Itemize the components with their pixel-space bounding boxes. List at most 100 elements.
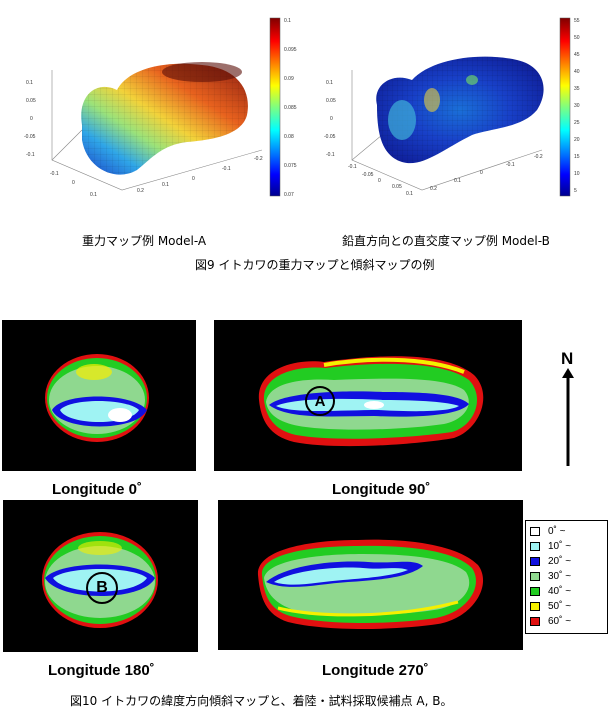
svg-text:-0.1: -0.1	[326, 152, 335, 158]
gravity-asteroid-shape	[81, 62, 248, 175]
label-longitude-270: Longitude 270˚	[322, 662, 429, 679]
slope-y-ticks: -0.1 -0.05 0 0.05 0.1	[348, 164, 413, 197]
gravity-z-ticks: 0.1 0.05 0 -0.05 -0.1	[24, 80, 36, 158]
slope-x-ticks: -0.2 -0.1 0 0.1 0.2	[430, 154, 543, 192]
svg-text:-0.05: -0.05	[24, 134, 36, 140]
slope-z-ticks: 0.1 0.05 0 -0.05 -0.1	[324, 80, 336, 158]
svg-text:0.1: 0.1	[326, 80, 333, 86]
svg-text:0.1: 0.1	[90, 192, 97, 198]
svg-text:0.1: 0.1	[26, 80, 33, 86]
svg-text:0: 0	[330, 116, 333, 122]
slope-map-plot: 0.1 0.05 0 -0.05 -0.1 -0.2 -0.1 0 0.1 0.…	[324, 17, 580, 197]
svg-text:-0.05: -0.05	[362, 172, 374, 178]
svg-text:0.1: 0.1	[454, 178, 461, 184]
svg-text:0.09: 0.09	[284, 76, 294, 82]
svg-text:0.2: 0.2	[430, 186, 437, 192]
svg-text:0.1: 0.1	[284, 18, 291, 24]
svg-text:0.08: 0.08	[284, 134, 294, 140]
svg-text:-0.1: -0.1	[348, 164, 357, 170]
svg-text:0.07: 0.07	[284, 192, 294, 198]
legend-swatch	[530, 601, 540, 611]
svg-text:-0.1: -0.1	[50, 171, 59, 177]
svg-text:0: 0	[192, 176, 195, 182]
svg-text:0: 0	[480, 170, 483, 176]
svg-text:0.2: 0.2	[137, 188, 144, 194]
label-longitude-180: Longitude 180˚	[48, 662, 155, 679]
legend-label: 40˚ ~	[548, 585, 572, 597]
slope-asteroid-shape	[376, 56, 544, 164]
legend-swatch	[530, 616, 540, 626]
landing-candidate-a-marker: A	[305, 386, 335, 416]
panel-longitude-270	[218, 500, 523, 650]
svg-text:40: 40	[574, 69, 580, 75]
gravity-colorbar: 0.1 0.095 0.09 0.085 0.08 0.075 0.07	[269, 17, 297, 198]
svg-text:10: 10	[574, 171, 580, 177]
asteroid-view-lon0	[45, 354, 149, 442]
legend-swatch	[530, 541, 540, 551]
gravity-x-ticks: -0.2 -0.1 0 0.1 0.2	[137, 156, 263, 194]
legend-item: 40˚ ~	[530, 585, 571, 597]
legend-label: 10˚ ~	[548, 540, 572, 552]
svg-text:25: 25	[574, 120, 580, 126]
legend-label: 30˚ ~	[548, 570, 572, 582]
svg-text:0.1: 0.1	[162, 182, 169, 188]
panel-longitude-90	[214, 320, 522, 471]
svg-text:-0.1: -0.1	[222, 166, 231, 172]
legend-item: 10˚ ~	[530, 540, 571, 552]
legend-label: 60˚ ~	[548, 615, 572, 627]
svg-text:0.05: 0.05	[26, 98, 36, 104]
legend-label: 20˚ ~	[548, 555, 572, 567]
svg-text:0.075: 0.075	[284, 163, 297, 169]
gravity-map-caption: 重力マップ例 Model-A	[82, 234, 207, 248]
svg-text:-0.1: -0.1	[506, 162, 515, 168]
svg-text:0.1: 0.1	[406, 191, 413, 197]
legend-item: 60˚ ~	[530, 615, 571, 627]
slope-colorbar: 55 50 45 40 35 30 25 20 15 10 5	[559, 17, 580, 197]
svg-text:5: 5	[574, 188, 577, 194]
svg-text:45: 45	[574, 52, 580, 58]
panel-longitude-0	[2, 320, 196, 471]
legend-swatch	[530, 526, 540, 536]
label-longitude-0: Longitude 0˚	[52, 481, 142, 498]
slope-legend: 0˚ ~ 10˚ ~ 20˚ ~ 30˚ ~ 40˚ ~ 50˚ ~ 60˚ ~	[525, 520, 608, 634]
figure10-caption: 図10 イトカワの緯度方向傾斜マップと、着陸・試料採取候補点 A, B。	[70, 694, 453, 708]
landing-candidate-b-marker: B	[86, 572, 118, 604]
svg-text:0: 0	[30, 116, 33, 122]
landing-candidate-a-label: A	[314, 392, 326, 410]
legend-swatch	[530, 571, 540, 581]
svg-text:-0.2: -0.2	[534, 154, 543, 160]
north-arrow-icon	[562, 368, 574, 466]
legend-item: 20˚ ~	[530, 555, 571, 567]
svg-text:0: 0	[378, 178, 381, 184]
svg-text:50: 50	[574, 35, 580, 41]
asteroid-view-lon90	[258, 356, 484, 447]
legend-label: 50˚ ~	[548, 600, 572, 612]
legend-swatch	[530, 556, 540, 566]
legend-item: 30˚ ~	[530, 570, 571, 582]
svg-text:-0.1: -0.1	[26, 152, 35, 158]
svg-text:0: 0	[72, 180, 75, 186]
landing-candidate-b-label: B	[96, 579, 108, 596]
svg-text:55: 55	[574, 18, 580, 24]
svg-text:20: 20	[574, 137, 580, 143]
svg-text:0.05: 0.05	[326, 98, 336, 104]
svg-text:30: 30	[574, 103, 580, 109]
svg-text:-0.2: -0.2	[254, 156, 263, 162]
slope-map-caption: 鉛直方向との直交度マップ例 Model-B	[342, 234, 550, 248]
svg-text:0.05: 0.05	[392, 184, 402, 190]
gravity-map-plot: 0.1 0.05 0 -0.05 -0.1 -0.2 -0.1 0 0.1 0.…	[24, 17, 297, 198]
svg-text:0.085: 0.085	[284, 105, 297, 111]
svg-text:0.095: 0.095	[284, 47, 297, 53]
legend-swatch	[530, 586, 540, 596]
svg-text:35: 35	[574, 86, 580, 92]
legend-label: 0˚ ~	[548, 525, 566, 537]
north-label: N	[561, 349, 574, 368]
label-longitude-90: Longitude 90˚	[332, 481, 431, 498]
legend-item: 0˚ ~	[530, 525, 566, 537]
gravity-y-ticks: -0.1 0 0.1	[50, 171, 97, 198]
figure9-caption: 図9 イトカワの重力マップと傾斜マップの例	[195, 258, 435, 272]
legend-item: 50˚ ~	[530, 600, 571, 612]
svg-text:15: 15	[574, 154, 580, 160]
svg-text:-0.05: -0.05	[324, 134, 336, 140]
asteroid-view-lon270	[257, 539, 484, 629]
